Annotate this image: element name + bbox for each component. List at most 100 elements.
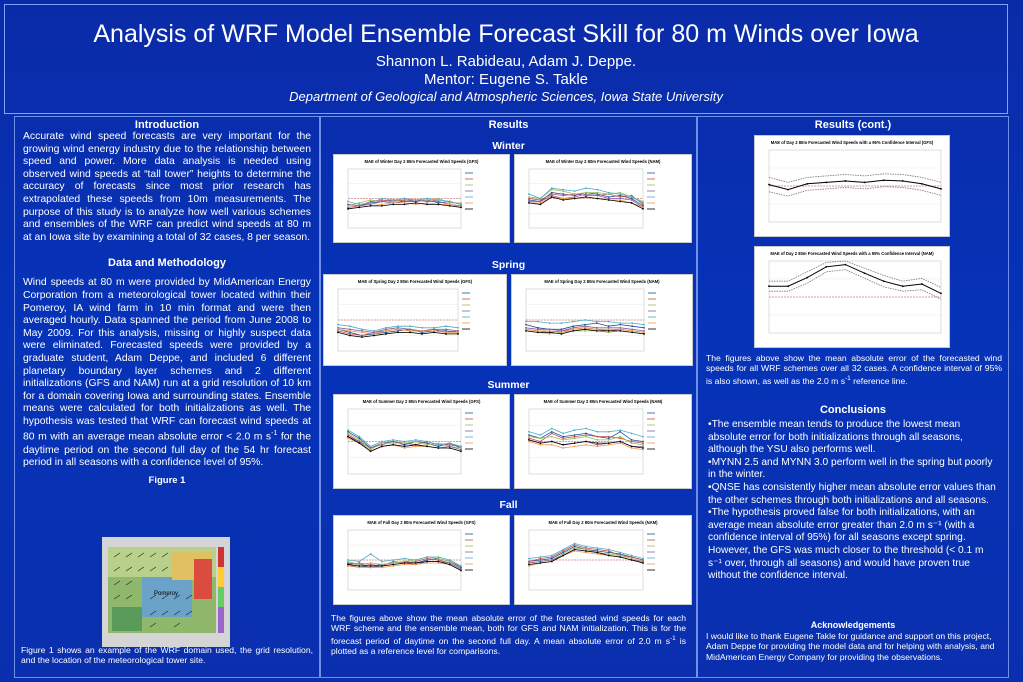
data-point	[585, 434, 587, 436]
data-point	[585, 440, 587, 443]
figure-1-map: Pomeroy	[102, 537, 230, 647]
data-point	[584, 319, 586, 321]
poster-title: Analysis of WRF Model Ensemble Forecast …	[93, 20, 919, 48]
data-point	[460, 569, 462, 572]
data-point	[369, 200, 372, 203]
data-point	[607, 197, 610, 200]
data-point	[619, 196, 622, 198]
data-point	[562, 188, 565, 191]
data-point	[397, 329, 399, 332]
data-point	[585, 547, 587, 549]
data-point	[940, 292, 942, 295]
data-point	[550, 560, 553, 563]
data-point	[349, 329, 351, 332]
data-point	[337, 328, 339, 331]
data-point	[437, 199, 440, 201]
data-point	[573, 197, 576, 200]
data-point	[347, 435, 349, 438]
chart-ci-gfs: MAE of Day 2 80m Forecasted Wind Speeds …	[754, 135, 950, 237]
conclusion-item: •The hypothesis proved false for both in…	[708, 507, 984, 582]
data-point	[619, 551, 622, 554]
data-point	[349, 325, 351, 328]
conclusion-item: •MYNN 2.5 and MYNN 3.0 perform well in t…	[708, 456, 993, 481]
chart-fall-gfs: MAE of Fall Day 2 80m Forecasted Wind Sp…	[333, 515, 510, 605]
data-point	[528, 560, 530, 563]
data-point	[460, 448, 462, 451]
data-point	[457, 331, 459, 334]
data-point	[768, 285, 770, 288]
data-point	[562, 551, 565, 554]
data-point	[607, 554, 610, 557]
data-point	[369, 450, 372, 453]
data-point	[409, 325, 411, 328]
data-point	[460, 568, 462, 570]
data-point	[642, 443, 644, 446]
data-point	[539, 559, 542, 561]
data-point	[426, 557, 428, 560]
data-point	[548, 328, 551, 331]
data-point	[607, 328, 610, 331]
data-point	[426, 200, 428, 203]
data-point	[642, 206, 644, 209]
data-point	[619, 323, 622, 326]
chart-title: MAE of Summer Day 2 80m Forecasted Wind …	[363, 399, 481, 404]
data-point	[448, 203, 451, 206]
intro-text: Accurate wind speed forecasts are very i…	[23, 131, 311, 243]
data-point	[403, 197, 406, 200]
data-point	[562, 550, 565, 552]
data-point	[607, 320, 610, 323]
data-point	[347, 430, 349, 433]
data-point	[426, 443, 428, 446]
data-point	[631, 331, 634, 334]
data-point	[373, 331, 375, 334]
data-point	[426, 199, 428, 201]
data-point	[630, 202, 633, 204]
data-point	[448, 560, 451, 563]
data-point	[630, 442, 633, 445]
data-point	[347, 565, 349, 567]
data-point	[528, 565, 530, 567]
data-point	[381, 197, 383, 200]
data-point	[347, 203, 349, 206]
data-point	[539, 197, 542, 200]
data-point	[643, 323, 645, 326]
data-point	[539, 557, 542, 560]
data-point	[460, 204, 462, 207]
data-point	[572, 326, 575, 329]
data-point	[369, 202, 372, 204]
data-point	[550, 432, 553, 435]
data-point	[426, 197, 428, 200]
season-title-spring: Spring	[491, 259, 526, 271]
data-point	[369, 553, 372, 555]
data-point	[619, 440, 622, 443]
chart-title: MAE of Summer Day 2 80m Forecasted Wind …	[544, 399, 663, 404]
data-point	[630, 554, 633, 557]
chart-winter-nam: MAE of Winter Day 2 80m Forecasted Wind …	[514, 154, 692, 243]
data-point	[361, 331, 363, 334]
data-point	[347, 429, 349, 432]
conclusion-item: •The ensemble mean tends to produce the …	[708, 419, 963, 456]
data-point	[596, 551, 599, 554]
mentor: Mentor: Eugene S. Takle	[424, 71, 588, 88]
data-point	[630, 432, 633, 435]
data-point	[403, 563, 406, 566]
data-point	[347, 562, 349, 564]
data-point	[607, 548, 610, 551]
data-point	[548, 333, 551, 335]
season-title-fall: Fall	[499, 499, 518, 511]
data-point	[414, 563, 417, 566]
data-point	[572, 329, 575, 332]
data-point	[584, 329, 586, 332]
data-point	[630, 199, 633, 201]
data-point	[445, 333, 447, 335]
data-point	[528, 196, 530, 198]
data-point	[642, 562, 644, 564]
data-point	[426, 203, 428, 206]
data-point	[414, 438, 417, 441]
data-point	[460, 445, 462, 448]
data-point	[562, 197, 565, 200]
data-point	[358, 560, 361, 563]
data-point	[528, 557, 530, 560]
data-point	[596, 435, 599, 438]
data-point	[631, 322, 634, 324]
